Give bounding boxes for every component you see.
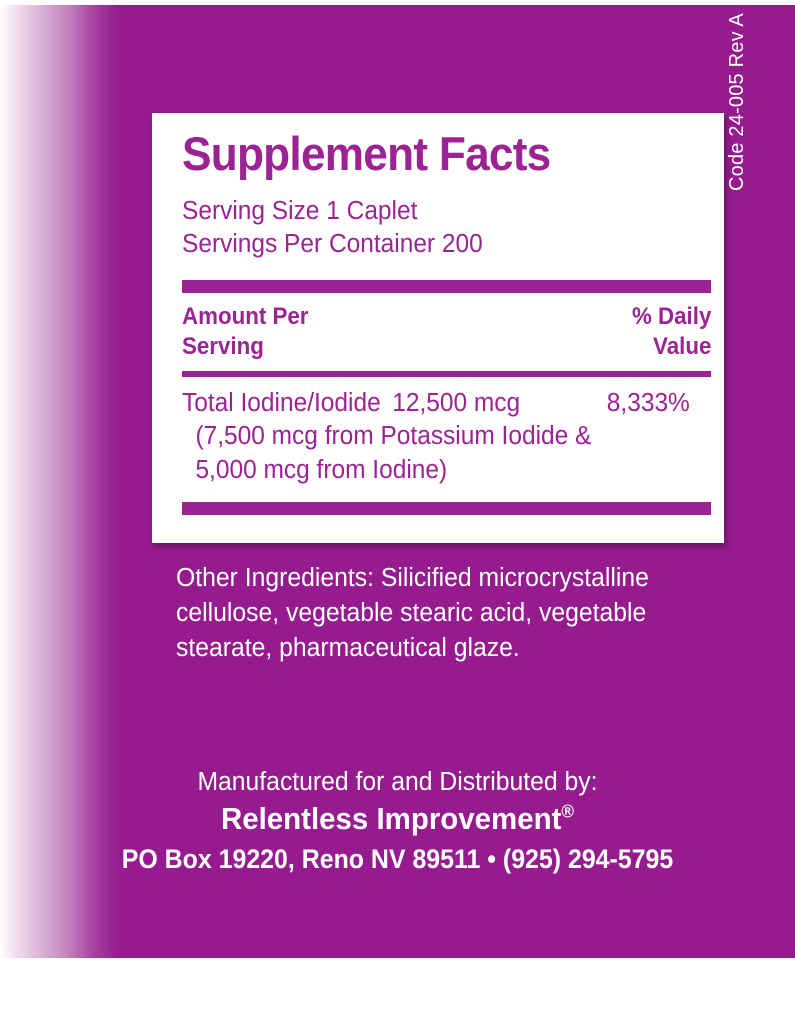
brand-name: Relentless Improvement® [20, 800, 775, 838]
rule-middle-thin [182, 371, 711, 378]
rule-bottom-thick [182, 501, 711, 515]
purple-background-panel: Supplement Facts Serving Size 1 Caplet S… [0, 5, 795, 958]
nutrient-name: Total Iodine/Iodide [182, 389, 381, 418]
nutrient-rows: Total Iodine/Iodide 12,500 mcg 8,333% (7,… [182, 387, 711, 486]
serving-info: Serving Size 1 Caplet Servings Per Conta… [182, 195, 711, 260]
daily-value-header-line1: % Daily [631, 303, 711, 331]
nutrient-amount: 12,500 mcg [392, 389, 521, 418]
serving-size-line: Serving Size 1 Caplet [182, 197, 418, 225]
brand-name-text: Relentless Improvement [220, 800, 562, 836]
left-gradient-strip [0, 5, 118, 958]
servings-per-container-line: Servings Per Container 200 [182, 229, 483, 258]
column-headers: Amount Per Serving % Daily Value [182, 302, 711, 364]
nutrient-subline-1: (7,500 mcg from Potassium Iodide & [195, 422, 592, 451]
registered-trademark-icon: ® [561, 801, 575, 822]
daily-value-header-line2: Value [652, 333, 711, 361]
other-ingredients-text: Other Ingredients: Silicified microcryst… [176, 564, 649, 662]
amount-per-serving-header: Amount Per Serving [182, 302, 308, 362]
nutrient-row-main: Total Iodine/Iodide 12,500 mcg 8,333% [182, 387, 690, 420]
daily-value-header: % Daily Value [632, 302, 711, 362]
supplement-facts-title: Supplement Facts [182, 127, 551, 180]
amount-per-serving-header-line2: Serving [182, 333, 264, 361]
supplement-facts-inner: Supplement Facts Serving Size 1 Caplet S… [182, 113, 711, 515]
manufacturer-address-line: PO Box 19220, Reno NV 89511 • (925) 294-… [121, 844, 674, 875]
supplement-facts-box: Supplement Facts Serving Size 1 Caplet S… [152, 113, 724, 543]
manufacturer-intro-line: Manufactured for and Distributed by: [197, 768, 598, 796]
manufacturer-block: Manufactured for and Distributed by: Rel… [0, 767, 795, 876]
nutrient-daily-value: 8,333% [606, 389, 690, 418]
revision-code-text: Code 24-005 Rev A [726, 13, 748, 191]
amount-per-serving-header-line1: Amount Per [182, 303, 309, 331]
rule-top-thick [182, 280, 711, 294]
nutrient-subline-2: 5,000 mcg from Iodine) [195, 455, 448, 484]
